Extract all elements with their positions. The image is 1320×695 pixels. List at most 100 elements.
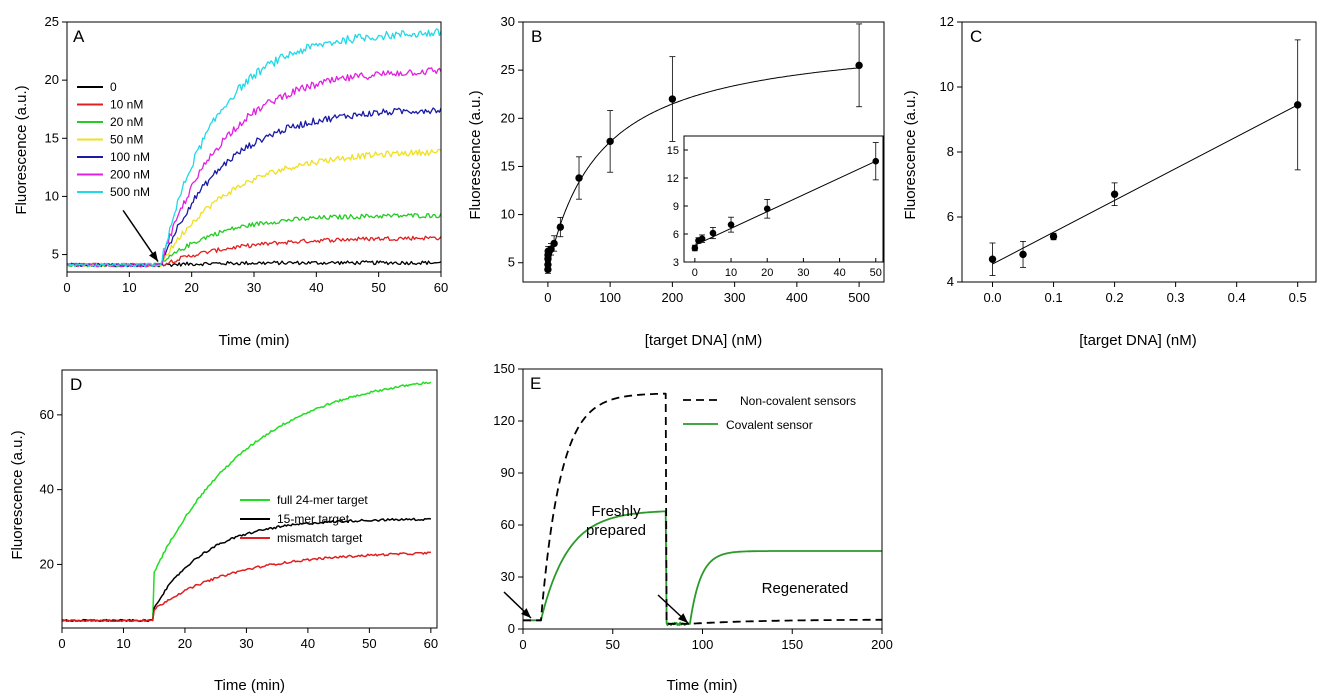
panel-d-series-line-0 <box>61 381 432 623</box>
panel-b-inset-y-tick-label: 3 <box>673 257 679 269</box>
panel-a-letter: A <box>73 27 85 46</box>
panel-e-y-tick-label: 150 <box>493 361 515 376</box>
panel-a-x-tick-label: 30 <box>247 280 261 295</box>
panel-b-inset-x-tick-label: 40 <box>833 267 845 279</box>
panel-a-x-tick-label: 20 <box>184 280 198 295</box>
panel-c-y-tick-label: 6 <box>947 209 954 224</box>
panel-c-fit-line <box>992 104 1298 265</box>
panel-b-y-label: Fluorescence (a.u.) <box>467 90 484 219</box>
panel-b-x-tick-label: 200 <box>662 290 684 305</box>
panel-e-letter: E <box>530 374 541 393</box>
panel-e-annotation: prepared <box>586 522 646 539</box>
panel-b-inset-point <box>872 157 880 165</box>
panel-e-y-tick-label: 0 <box>508 621 515 636</box>
panel-e-arrow-2-head <box>677 613 688 623</box>
panel-a-legend-label: 500 nM <box>110 185 150 199</box>
panel-c-point <box>1110 190 1119 198</box>
panel-b-inset-point <box>698 235 706 242</box>
panel-e-x-tick-label: 150 <box>781 637 803 652</box>
panel-a-frame <box>66 21 442 273</box>
panel-c-point <box>1019 250 1027 259</box>
panel-c-y-tick-label: 8 <box>947 144 954 159</box>
panel-a-x-tick-label: 40 <box>309 280 323 295</box>
panel-b-x-label: [target DNA] (nM) <box>645 332 763 349</box>
panel-b-inset-fit-line <box>694 160 877 246</box>
panel-c-x-label: [target DNA] (nM) <box>1079 332 1197 349</box>
panel-a-y-tick-label: 10 <box>45 188 59 203</box>
panel-a-x-tick-label: 60 <box>434 280 448 295</box>
panel-e-y-tick-label: 120 <box>493 413 515 428</box>
panel-c-letter: C <box>970 27 982 46</box>
panel-d-x-tick-label: 40 <box>301 636 315 651</box>
panel-c-point <box>988 255 997 263</box>
panel-b-inset-x-tick-label: 50 <box>870 267 882 279</box>
panel-c-x-tick-label: 0.0 <box>983 290 1001 305</box>
panel-b-inset-x-tick-label: 10 <box>725 267 737 279</box>
panel-b-inset-x-tick-label: 30 <box>797 267 809 279</box>
panel-b-point <box>668 95 677 103</box>
panel-c-y-label: Fluorescence (a.u.) <box>902 90 919 219</box>
panel-b-inset-y-tick-label: 15 <box>667 145 679 157</box>
panel-e-y-tick-label: 60 <box>501 517 515 532</box>
panel-a-series-line-1 <box>66 235 442 268</box>
panel-a-y-label: Fluorescence (a.u.) <box>13 85 30 214</box>
panel-b-y-tick-label: 20 <box>501 110 515 125</box>
panel-b-point <box>855 61 863 70</box>
panel-b-inset-y-tick-label: 9 <box>673 201 679 213</box>
panel-d-letter: D <box>70 375 82 394</box>
panel-a-legend-label: 50 nM <box>110 133 143 147</box>
panel-e-annotation: Regenerated <box>762 580 849 597</box>
panel-b-inset-x-tick-label: 0 <box>692 267 698 279</box>
panel-e-series-line-noncovalent <box>523 392 882 625</box>
panel-d-x-tick-label: 30 <box>239 636 253 651</box>
panel-d-x-tick-label: 50 <box>362 636 376 651</box>
panel-a-series-line-6 <box>66 28 442 268</box>
panel-e-x-tick-label: 0 <box>519 637 526 652</box>
panel-e-x-tick-label: 50 <box>606 637 620 652</box>
panel-d-y-tick-label: 20 <box>40 556 54 571</box>
panel-a-series-line-2 <box>66 212 442 268</box>
panel-e-legend-label: Covalent sensor <box>726 418 813 432</box>
panel-e-x-label: Time (min) <box>666 677 737 694</box>
panel-d-frame <box>61 369 438 629</box>
panel-b-inset-point <box>709 229 717 237</box>
panel-a-y-tick-label: 20 <box>45 72 59 87</box>
panel-c-x-tick-label: 0.3 <box>1167 290 1185 305</box>
panel-b-x-tick-label: 500 <box>848 290 870 305</box>
panel-e-y-tick-label: 90 <box>501 465 515 480</box>
panel-c-y-tick-label: 4 <box>947 274 954 289</box>
panel-d-x-tick-label: 20 <box>178 636 192 651</box>
panel-c-point <box>1293 101 1302 109</box>
panel-d-x-tick-label: 0 <box>58 636 65 651</box>
panel-b-inset-y-tick-label: 6 <box>673 229 679 241</box>
panel-d-legend-label: full 24-mer target <box>277 493 368 507</box>
panel-b-point <box>575 174 583 182</box>
panel-c-y-tick-label: 10 <box>940 79 954 94</box>
panel-d-x-tick-label: 60 <box>424 636 438 651</box>
panel-e-y-tick-label: 30 <box>501 569 515 584</box>
panel-b-inset-y-tick-label: 12 <box>667 173 679 185</box>
panel-b-inset-point <box>691 244 699 252</box>
panel-b-point <box>544 260 552 269</box>
panel-b-point <box>550 239 558 248</box>
panel-b-y-tick-label: 15 <box>501 158 515 173</box>
panel-b-x-tick-label: 400 <box>786 290 808 305</box>
panel-b-inset-point <box>763 205 771 213</box>
panel-b-x-tick-label: 100 <box>599 290 621 305</box>
panel-d-x-label: Time (min) <box>214 677 285 694</box>
panel-b-y-tick-label: 30 <box>501 14 515 29</box>
panel-b-point <box>606 137 614 146</box>
panel-c-x-tick-label: 0.1 <box>1045 290 1063 305</box>
panel-d-y-label: Fluorescence (a.u.) <box>9 430 26 559</box>
panel-b-y-tick-label: 5 <box>508 255 515 270</box>
panel-e-arrow-1-head <box>521 608 531 618</box>
panel-c-x-tick-label: 0.4 <box>1228 290 1246 305</box>
panel-a-series-line-5 <box>66 67 442 268</box>
panel-b-y-tick-label: 10 <box>501 207 515 222</box>
panel-d-legend-label: 15-mer target <box>277 512 350 526</box>
panel-a-y-tick-label: 25 <box>45 14 59 29</box>
panel-a-legend-label: 100 nM <box>110 150 150 164</box>
panel-b-inset-point <box>727 221 735 228</box>
panel-a-x-tick-label: 10 <box>122 280 136 295</box>
panel-a-y-tick-label: 15 <box>45 130 59 145</box>
